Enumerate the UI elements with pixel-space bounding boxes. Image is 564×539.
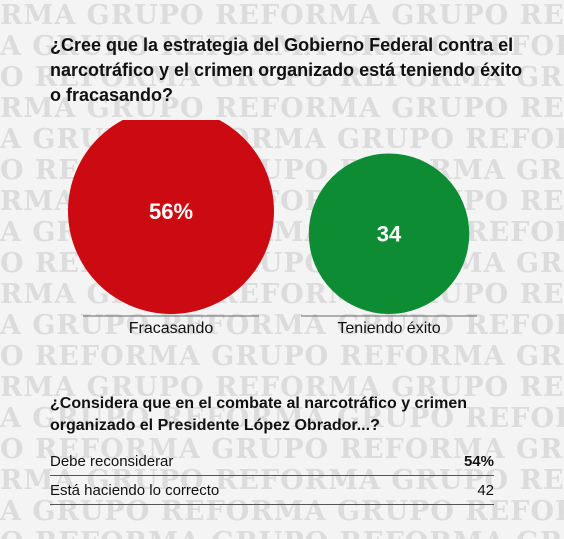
bubble-chart: 56% 34 xyxy=(68,120,477,317)
watermark-line: O REFORMA GRUPO REFORMA GRUPO REFORMA xyxy=(0,434,564,465)
watermark-line: A GRUPO REFORMA GRUPO REFORMA GRUPO RE xyxy=(0,310,564,341)
watermark-line: A GRUPO REFORMA GRUPO REFORMA GRUPO RE xyxy=(0,31,564,62)
row-value: 42 xyxy=(477,481,494,499)
watermark-line: RMA GRUPO REFORMA GRUPO REFORMA GRUPO xyxy=(0,279,564,310)
watermark-line: O REFORMA GRUPO REFORMA GRUPO REFORMA xyxy=(0,341,564,372)
answer-table: Debe reconsiderar 54% Está haciendo lo c… xyxy=(50,447,494,505)
bubble-1 xyxy=(308,153,470,314)
category-label: Teniendo éxito xyxy=(337,320,441,337)
watermark-line: O REFORMA GRUPO REFORMA GRUPO REFORMA xyxy=(0,62,564,93)
watermark-line: O REFORMA GRUPO REFORMA GRUPO REFORMA xyxy=(0,527,564,539)
watermark-line: RMA GRUPO REFORMA GRUPO REFORMA GRUPO xyxy=(0,0,564,31)
row-label: Debe reconsiderar xyxy=(50,452,174,470)
category-label: Fracasando xyxy=(128,320,214,337)
bubble-0 xyxy=(68,120,274,314)
watermark-line: RMA GRUPO REFORMA GRUPO REFORMA GRUPO xyxy=(0,93,564,124)
data-label: 56% xyxy=(149,199,193,224)
table-row: Está haciendo lo correcto 42 xyxy=(50,476,494,505)
watermark-line: A GRUPO REFORMA GRUPO REFORMA GRUPO RE xyxy=(0,496,564,527)
row-value: 54% xyxy=(463,452,494,470)
data-label: 34 xyxy=(377,222,402,247)
watermark-line: RMA GRUPO REFORMA GRUPO REFORMA GRUPO xyxy=(0,372,564,403)
question-1-title: ¿Cree que la estrategia del Gobierno Fed… xyxy=(50,35,523,105)
watermark-line: A GRUPO REFORMA GRUPO REFORMA GRUPO RE xyxy=(0,403,564,434)
table-row: Debe reconsiderar 54% xyxy=(50,447,494,476)
row-label: Está haciendo lo correcto xyxy=(50,481,220,499)
question-2-title: ¿Considera que en el combate al narcotrá… xyxy=(50,395,468,434)
watermark-line: RMA GRUPO REFORMA GRUPO REFORMA GRUPO xyxy=(0,465,564,496)
